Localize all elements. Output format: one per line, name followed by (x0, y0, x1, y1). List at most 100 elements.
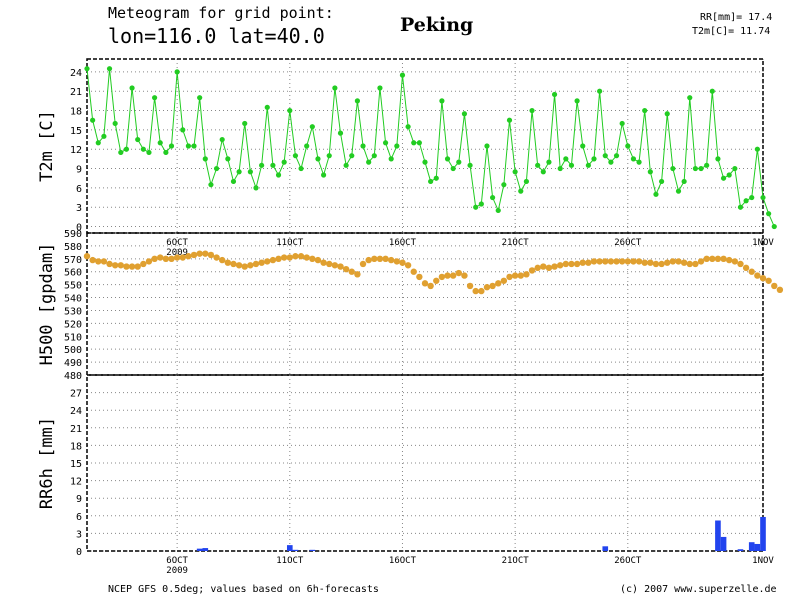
t2m-point (411, 140, 417, 146)
h500-point (410, 268, 417, 275)
h500-point (111, 262, 119, 269)
t2m-point (321, 172, 327, 178)
h500-point (635, 258, 643, 265)
t2m-point (540, 169, 546, 175)
x-tick-label: 11OCT (276, 238, 304, 248)
t2m-point (236, 169, 242, 175)
t2m-point (264, 104, 270, 110)
t2m-point (337, 130, 344, 136)
y-tick-label: 27 (70, 389, 82, 400)
x-tick-year-label: 2009 (166, 248, 188, 258)
t2m-point (304, 143, 310, 149)
h500-point (686, 260, 693, 268)
h500-point (219, 256, 226, 264)
h500-point (280, 254, 288, 261)
h500-point (179, 254, 186, 261)
h500-point (551, 263, 558, 270)
t2m-point (275, 172, 282, 178)
t2m-point (405, 124, 411, 130)
h500-point (185, 253, 192, 260)
t2m-point (546, 159, 552, 165)
h500-point (517, 272, 524, 279)
h500-point (630, 258, 637, 265)
t2m-point (371, 153, 377, 159)
station-name: Peking (400, 14, 474, 36)
y-tick-label: 15 (70, 459, 82, 470)
t2m-point (692, 165, 699, 172)
t2m-point (591, 156, 597, 162)
t2m-point (332, 85, 338, 91)
h500-point (545, 264, 553, 272)
h500-point (230, 260, 237, 268)
t2m-point (523, 178, 530, 185)
t2m-point (168, 143, 175, 149)
t2m-point (439, 98, 445, 104)
h500-point (726, 256, 733, 264)
x-tick-label: 1NOV (752, 556, 774, 566)
t2m-point (315, 156, 321, 162)
h500-point (511, 272, 519, 279)
h500-point (771, 282, 778, 290)
h500-point (202, 250, 209, 257)
y-tick-label: 24 (70, 406, 82, 417)
h500-point (404, 262, 412, 269)
t2m-point (84, 66, 90, 72)
h500-point (140, 260, 147, 268)
t2m-point (687, 95, 693, 101)
t2m-point (653, 191, 659, 197)
h500-point (393, 258, 401, 265)
chart-title-line2: lon=116.0 lat=40.0 (108, 24, 325, 48)
h500-point (421, 280, 429, 287)
t2m-point (704, 162, 710, 168)
t2m-point (213, 165, 220, 172)
t2m-point (292, 153, 299, 159)
t2m-point (467, 162, 473, 168)
h500-point (461, 272, 468, 279)
x-tick-label: 1NOV (752, 238, 774, 248)
y-axis-label: RR6h [mm] (37, 417, 57, 509)
t2m-point (647, 169, 653, 175)
t2m-point (720, 175, 727, 181)
rr6h-bar (754, 543, 761, 551)
h500-point (664, 259, 671, 266)
t2m-point (670, 165, 676, 172)
h500-point (765, 277, 772, 284)
y-tick-label: 9 (76, 165, 82, 176)
h500-point (100, 258, 108, 265)
h500-point (697, 258, 705, 265)
t2m-point (557, 165, 563, 172)
h500-point (618, 258, 626, 265)
t2m-point (602, 153, 608, 159)
t2m-point (625, 143, 631, 149)
t2m-point (118, 149, 124, 156)
h500-point (297, 253, 305, 260)
y-tick-label: 3 (76, 529, 82, 540)
h500-point (433, 277, 440, 284)
t2m-point (123, 146, 130, 152)
h500-point (89, 256, 96, 264)
h500-point (157, 254, 164, 261)
x-tick-label: 21OCT (502, 238, 530, 248)
t2m-point (185, 143, 191, 149)
t2m-point (490, 194, 496, 201)
h500-point (235, 262, 243, 269)
t2m-point (749, 194, 755, 201)
t2m-point (225, 156, 231, 162)
t2m-point (281, 159, 287, 165)
t2m-point (501, 182, 507, 188)
t2m-point (208, 182, 214, 188)
h500-point (314, 256, 322, 264)
h500-point (309, 255, 316, 263)
t2m-point (428, 178, 434, 185)
h500-point (714, 255, 722, 263)
t2m-point (112, 120, 118, 127)
t2m-mean-label: T2m[C]= 11.74 (692, 26, 771, 37)
h500-point (675, 258, 682, 265)
h500-point (427, 282, 434, 290)
y-tick-label: 21 (70, 424, 82, 435)
t2m-point (163, 149, 169, 156)
h500-point (123, 263, 130, 270)
h500-point (224, 259, 232, 266)
t2m-point (219, 136, 225, 143)
t2m-point (461, 111, 468, 117)
